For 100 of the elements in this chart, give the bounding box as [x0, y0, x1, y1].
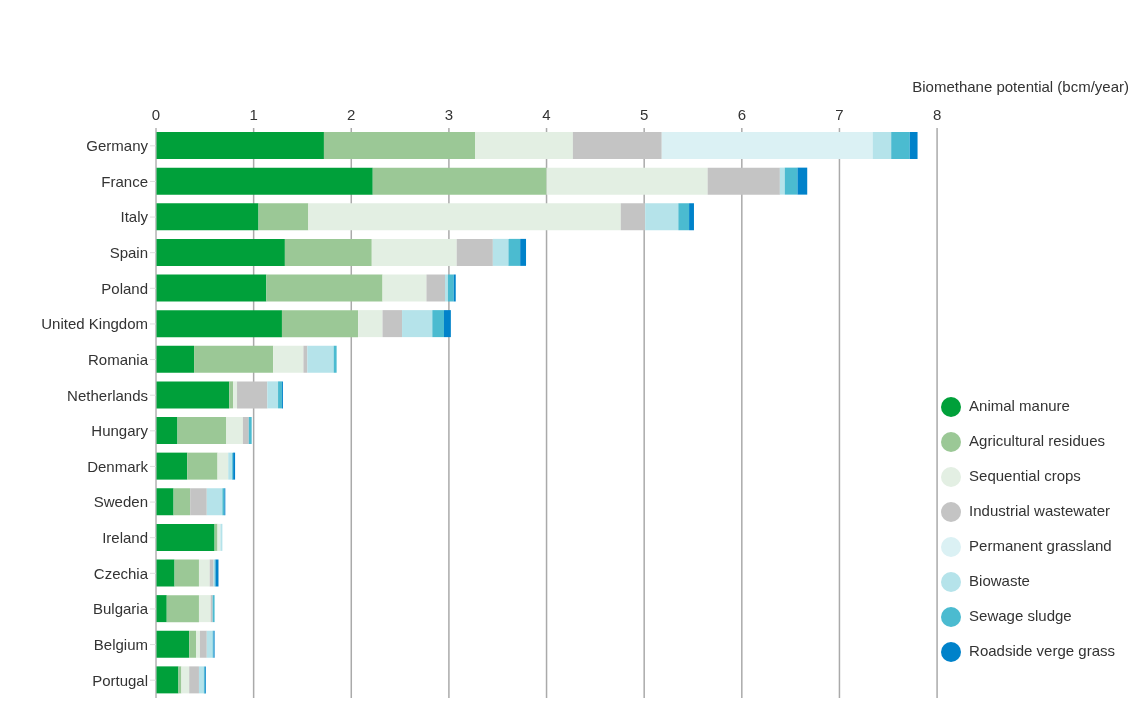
- bar: [444, 310, 451, 338]
- bar: [189, 666, 199, 694]
- bar: [432, 310, 445, 338]
- bar: [248, 417, 252, 444]
- y-tick-label: Poland: [101, 279, 148, 297]
- bar: [233, 381, 238, 409]
- bar: [492, 238, 509, 266]
- bar: [273, 345, 304, 373]
- bar: [307, 345, 334, 373]
- bar: [166, 595, 199, 623]
- bar: [546, 167, 708, 195]
- y-tick-label: Ireland: [102, 529, 148, 547]
- bar: [237, 381, 268, 409]
- bar: [520, 238, 527, 266]
- y-tick-label: Spain: [109, 244, 148, 262]
- bar: [156, 666, 179, 694]
- x-tick-label: 6: [737, 106, 746, 123]
- y-tick-label: Belgium: [93, 635, 148, 653]
- bar: [784, 167, 798, 195]
- bar: [678, 203, 690, 231]
- bar: [228, 452, 233, 480]
- x-axis-title: Biomethane potential (bcm/year): [911, 78, 1130, 97]
- y-tick-label: Romania: [87, 350, 149, 368]
- legend-label: Industrial wastewater: [969, 502, 1110, 519]
- bar: [209, 559, 214, 587]
- bar: [909, 132, 918, 159]
- bar: [156, 238, 285, 266]
- bar: [156, 310, 282, 338]
- bar: [779, 167, 785, 195]
- y-tick-label: Portugal: [92, 671, 148, 689]
- bar: [156, 203, 259, 231]
- x-tick-label: 8: [932, 106, 942, 123]
- bar: [156, 274, 267, 302]
- y-tick-label: United Kingdom: [41, 315, 148, 333]
- bar: [372, 167, 547, 195]
- bar: [156, 452, 188, 480]
- bar: [156, 381, 230, 409]
- bar: [156, 488, 174, 516]
- bar: [308, 203, 621, 231]
- bar: [281, 310, 359, 338]
- bar: [198, 595, 211, 623]
- bar: [872, 132, 892, 159]
- bar: [156, 167, 373, 195]
- bar: [156, 523, 215, 551]
- bar: [187, 452, 218, 480]
- bar: [177, 417, 227, 444]
- bar: [891, 132, 910, 159]
- bar: [156, 417, 178, 444]
- bar: [303, 345, 308, 373]
- legend-label: Permanent grassland: [969, 537, 1112, 554]
- bar: [189, 630, 197, 658]
- bar: [156, 132, 324, 159]
- bar: [198, 666, 204, 694]
- bar: [572, 132, 662, 159]
- y-tick-label: Italy: [120, 208, 149, 226]
- y-tick-label: Sweden: [93, 493, 148, 511]
- legend-label: Sewage sludge: [969, 607, 1072, 624]
- bar: [445, 274, 448, 302]
- legend-label: Sequential crops: [969, 467, 1081, 484]
- bar: [382, 310, 403, 338]
- x-tick-label: 4: [542, 106, 551, 123]
- x-tick-label: 2: [347, 106, 356, 123]
- bar: [402, 310, 433, 338]
- y-tick-label: France: [101, 172, 148, 190]
- bar: [198, 559, 210, 587]
- bar: [173, 488, 191, 516]
- bar: [206, 488, 223, 516]
- bar: [284, 238, 372, 266]
- bar: [199, 630, 207, 658]
- bar: [267, 381, 279, 409]
- bar: [156, 559, 175, 587]
- bar: [447, 274, 454, 302]
- bar: [226, 417, 243, 444]
- bar: [190, 488, 207, 516]
- bar: [258, 203, 309, 231]
- x-tick-label: 3: [444, 106, 454, 123]
- bar: [426, 274, 445, 302]
- y-tick-label: Czechia: [93, 564, 149, 582]
- legend-label: Animal manure: [969, 397, 1070, 414]
- bar: [174, 559, 199, 587]
- bar: [181, 666, 190, 694]
- bar: [707, 167, 780, 195]
- bar: [689, 203, 694, 231]
- bar: [382, 274, 427, 302]
- x-tick-label: 5: [640, 106, 649, 123]
- bar: [797, 167, 808, 195]
- bar: [196, 630, 200, 658]
- bar: [645, 203, 679, 231]
- bar: [508, 238, 521, 266]
- x-tick-label: 0: [151, 106, 161, 123]
- bar: [156, 345, 195, 373]
- y-tick-label: Hungary: [91, 422, 149, 440]
- bar: [194, 345, 274, 373]
- bar: [620, 203, 646, 231]
- y-tick-label: Denmark: [87, 457, 149, 475]
- bar: [371, 238, 457, 266]
- bar: [333, 345, 337, 373]
- bar: [456, 238, 493, 266]
- bar: [156, 630, 190, 658]
- y-tick-label: Bulgaria: [92, 600, 149, 618]
